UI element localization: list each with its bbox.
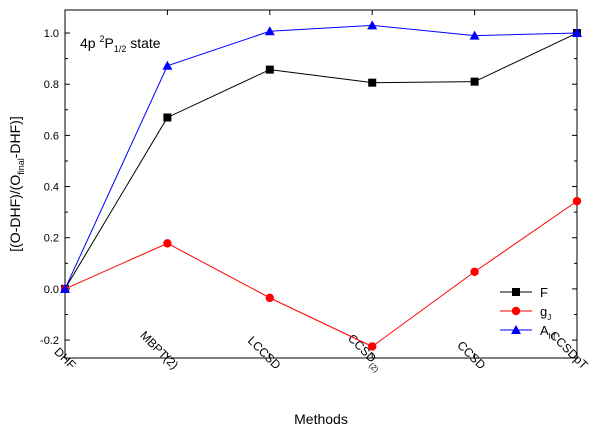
data-point-F (470, 77, 479, 86)
legend-label: gJ (540, 304, 551, 322)
data-point-g (163, 239, 172, 248)
x-tick-label: CCSD (454, 338, 488, 372)
data-point-F (368, 78, 377, 87)
x-tick-label: DHF (51, 345, 78, 372)
data-point-A (469, 30, 480, 40)
data-point-A (367, 20, 378, 30)
data-point-g (572, 196, 582, 206)
y-axis-label: [(O-DHF)/(Ofinal-DHF)] (7, 116, 26, 252)
y-tick-label: 0.6 (44, 130, 59, 142)
y-tick-label: 0.4 (44, 182, 59, 194)
plot-frame (64, 9, 578, 359)
data-point-A (572, 28, 582, 38)
legend-marker (511, 306, 521, 316)
y-tick-label: -0.2 (40, 335, 59, 347)
x-tick-label: MBPT(2) (137, 328, 181, 372)
y-tick-label: 0.0 (44, 284, 59, 296)
data-point-A (60, 283, 70, 293)
y-tick-label: 1.0 (44, 28, 59, 40)
legend-marker (511, 325, 521, 334)
series-layer (60, 20, 582, 351)
x-tick-label: CCSD(2) (343, 331, 386, 374)
y-tick-label: 0.8 (44, 79, 59, 91)
data-point-A (264, 26, 275, 36)
data-point-g (265, 293, 274, 303)
data-point-F (265, 65, 274, 74)
legend-label: F (540, 285, 548, 300)
legend-label: Ahf (540, 323, 556, 341)
x-tick-label: LCCSD (245, 333, 284, 372)
series-line-A (64, 24, 578, 290)
data-point-g (470, 267, 479, 276)
y-tick-label: 0.2 (44, 233, 59, 245)
data-point-F (163, 113, 172, 122)
chart-annotation: 4p 2P1/2 state (80, 34, 161, 54)
series-line-F (64, 32, 578, 290)
series-line-g (64, 200, 578, 348)
legend-marker (512, 288, 520, 296)
data-point-A (162, 60, 173, 70)
data-point-g (368, 342, 377, 351)
x-axis-label: Methods (294, 411, 348, 427)
y-axis-ticks: -0.2 0.0 0.2 0.4 0.6 0.8 1.0 (40, 28, 577, 347)
